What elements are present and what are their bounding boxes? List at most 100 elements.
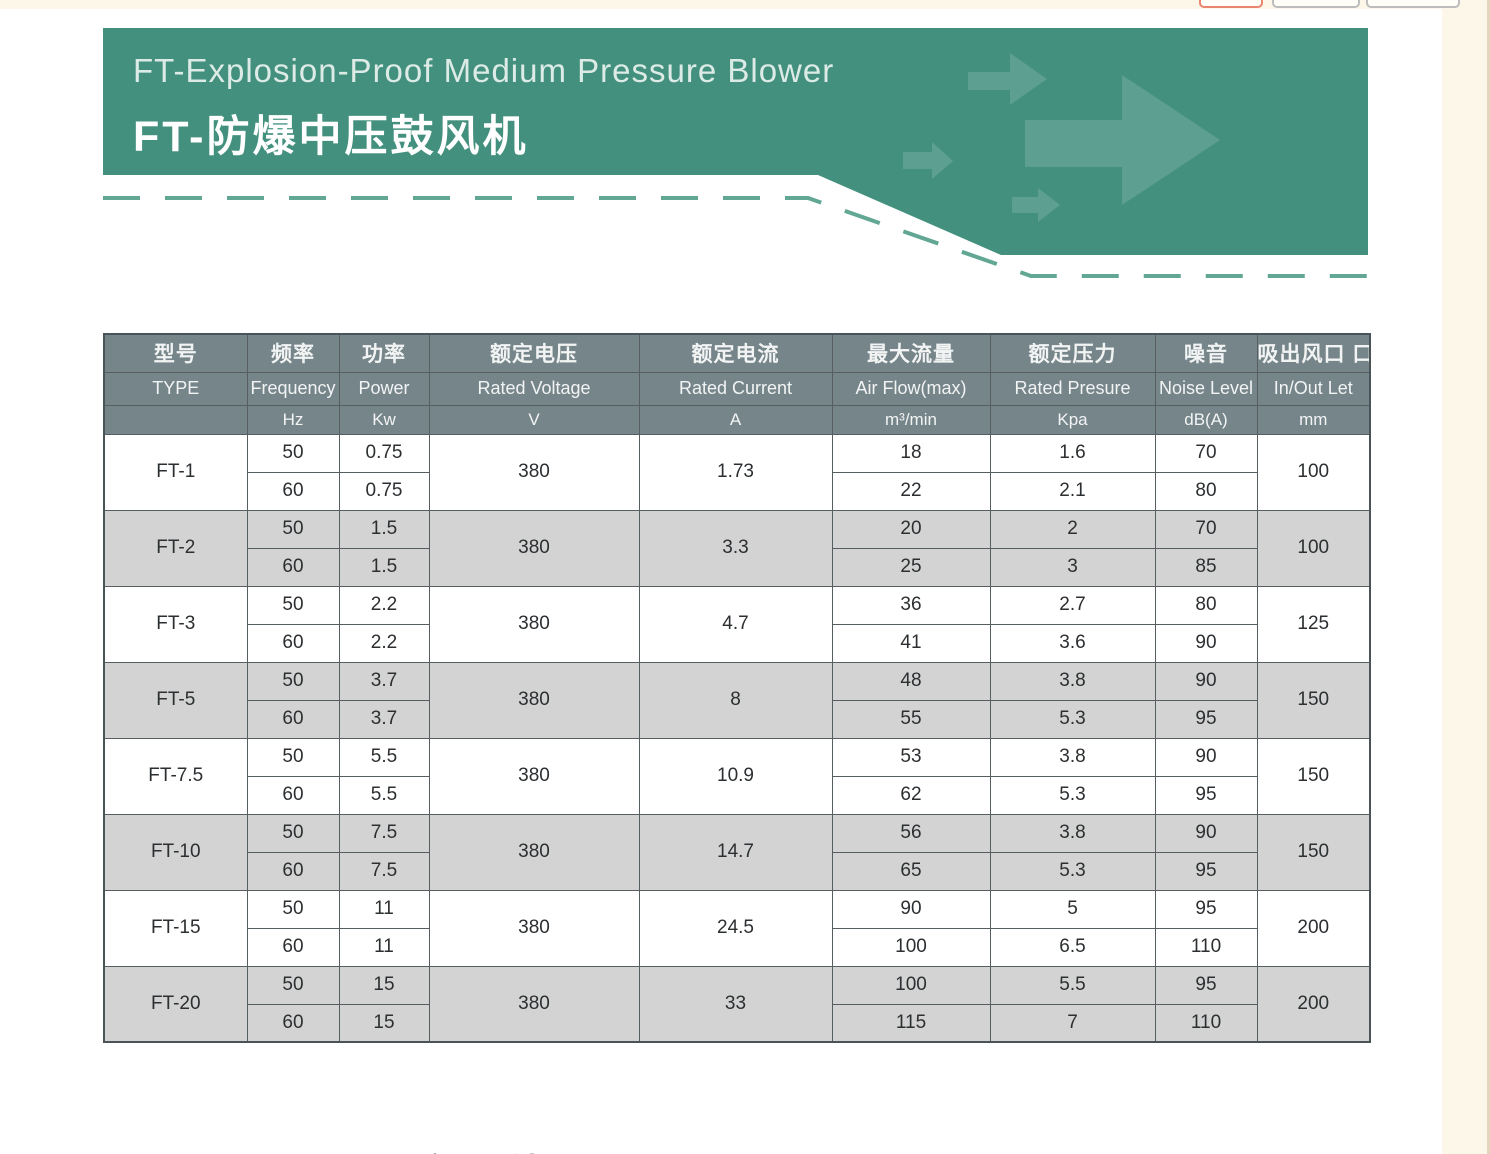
- col-header: 额定压力: [989, 333, 1156, 373]
- cell-frequency: 50: [246, 661, 340, 701]
- cell-pressure: 6.5: [989, 927, 1156, 967]
- cell-airflow: 53: [831, 737, 991, 777]
- cell-pressure: 3.8: [989, 661, 1156, 701]
- col-header: 额定电流: [638, 333, 833, 373]
- cell-type: FT-10: [103, 813, 248, 891]
- col-header-unit: m³/min: [831, 404, 991, 435]
- cell-noise: 95: [1154, 889, 1258, 929]
- col-header-unit: A: [638, 404, 833, 435]
- footnote: 注：FT防爆型中压鼓风机 泵壳和叶轮均为铝合金材质 防爆等级可选EX-DIIBT…: [104, 1060, 1384, 1154]
- arrow-small-bottom-icon: [1012, 188, 1060, 222]
- cell-type: FT-2: [103, 509, 248, 587]
- cell-power: 3.7: [338, 699, 430, 739]
- cell-power: 2.2: [338, 623, 430, 663]
- cell-voltage: 380: [428, 661, 640, 739]
- header-banner: FT-Explosion-Proof Medium Pressure Blowe…: [103, 28, 1368, 290]
- cell-frequency: 50: [246, 585, 340, 625]
- cell-frequency: 50: [246, 509, 340, 549]
- col-header: 型号: [103, 333, 248, 373]
- cell-frequency: 60: [246, 547, 340, 587]
- cell-voltage: 380: [428, 433, 640, 511]
- cell-power: 0.75: [338, 433, 430, 473]
- cell-current: 4.7: [638, 585, 833, 663]
- col-header-unit: Hz: [246, 404, 340, 435]
- cell-airflow: 20: [831, 509, 991, 549]
- col-header: Frequency: [246, 371, 340, 406]
- cell-noise: 95: [1154, 699, 1258, 739]
- cell-noise: 95: [1154, 851, 1258, 891]
- cell-type: FT-3: [103, 585, 248, 663]
- cell-airflow: 56: [831, 813, 991, 853]
- cell-frequency: 60: [246, 1003, 340, 1043]
- cell-airflow: 55: [831, 699, 991, 739]
- cell-pressure: 3: [989, 547, 1156, 587]
- cell-type: FT-7.5: [103, 737, 248, 815]
- cell-pressure: 1.6: [989, 433, 1156, 473]
- table-row: 60 1.5 25 3 85: [104, 547, 1370, 587]
- cell-frequency: 60: [246, 927, 340, 967]
- toolbar-button-red-cutoff[interactable]: [1199, 0, 1263, 8]
- col-header: Air Flow(max): [831, 371, 991, 406]
- cell-pressure: 3.8: [989, 813, 1156, 853]
- cell-voltage: 380: [428, 813, 640, 891]
- cell-frequency: 50: [246, 433, 340, 473]
- toolbar-button-gray-cutoff-1[interactable]: [1272, 0, 1360, 8]
- cell-airflow: 65: [831, 851, 991, 891]
- cell-power: 15: [338, 965, 430, 1005]
- cell-type: FT-20: [103, 965, 248, 1043]
- table-row: FT-15 50 11 380 24.5 90 5 95 200: [103, 889, 1371, 967]
- cell-current: 24.5: [638, 889, 833, 967]
- table-row: 60 7.5 65 5.3 95: [104, 851, 1370, 891]
- cell-noise: 110: [1154, 1003, 1258, 1043]
- cell-pressure: 7: [989, 1003, 1156, 1043]
- cell-inlet-diameter: 200: [1256, 889, 1371, 967]
- cell-noise: 95: [1154, 775, 1258, 815]
- cell-noise: 80: [1154, 471, 1258, 511]
- col-header-unit: dB(A): [1154, 404, 1258, 435]
- cell-frequency: 60: [246, 471, 340, 511]
- banner-shape: [103, 28, 1368, 255]
- cell-inlet-diameter: 150: [1256, 813, 1371, 891]
- cell-noise: 110: [1154, 927, 1258, 967]
- cell-frequency: 60: [246, 623, 340, 663]
- col-header: Noise Level: [1154, 371, 1258, 406]
- cell-airflow: 41: [831, 623, 991, 663]
- cell-power: 7.5: [338, 813, 430, 853]
- cell-power: 11: [338, 889, 430, 929]
- col-header-unit: V: [428, 404, 640, 435]
- cell-frequency: 50: [246, 889, 340, 929]
- col-header-unit: Kpa: [989, 404, 1156, 435]
- cell-power: 2.2: [338, 585, 430, 625]
- col-header: Rated Current: [638, 371, 833, 406]
- cell-inlet-diameter: 150: [1256, 737, 1371, 815]
- cell-airflow: 36: [831, 585, 991, 625]
- arrow-large-icon: [1025, 75, 1220, 205]
- col-header: 额定电压: [428, 333, 640, 373]
- cell-frequency: 60: [246, 851, 340, 891]
- arrow-small-left-icon: [903, 142, 953, 179]
- col-header: TYPE: [103, 371, 248, 406]
- col-header: Power: [338, 371, 430, 406]
- cell-airflow: 100: [831, 965, 991, 1005]
- cell-frequency: 60: [246, 775, 340, 815]
- cell-type: FT-5: [103, 661, 248, 739]
- table-row: FT-7.5 50 5.5 380 10.9 53 3.8 90 150: [103, 737, 1371, 815]
- browser-chrome-top-strip: [0, 0, 1490, 9]
- window-right-edge: [1487, 0, 1490, 1154]
- col-header: Rated Presure: [989, 371, 1156, 406]
- cell-power: 5.5: [338, 737, 430, 777]
- page-title-english: FT-Explosion-Proof Medium Pressure Blowe…: [133, 52, 835, 89]
- toolbar-button-gray-cutoff-2[interactable]: [1366, 0, 1460, 8]
- cell-frequency: 50: [246, 965, 340, 1005]
- cell-noise: 90: [1154, 623, 1258, 663]
- cell-frequency: 50: [246, 813, 340, 853]
- cell-type: FT-15: [103, 889, 248, 967]
- table-row: FT-20 50 15 380 33 100 5.5 95 200: [103, 965, 1371, 1043]
- cell-pressure: 3.8: [989, 737, 1156, 777]
- cell-pressure: 2: [989, 509, 1156, 549]
- cell-noise: 85: [1154, 547, 1258, 587]
- cell-voltage: 380: [428, 965, 640, 1043]
- dashed-line: [103, 196, 1368, 278]
- page-right-margin: [1442, 0, 1490, 1154]
